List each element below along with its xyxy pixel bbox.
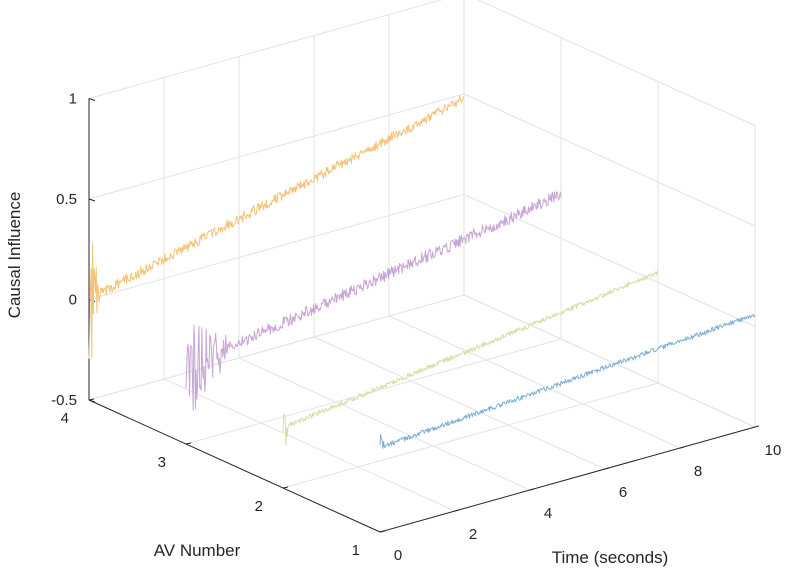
z-tick-mark — [88, 98, 96, 101]
y-tick-mark — [282, 486, 289, 489]
series-line-av-3 — [185, 191, 562, 411]
back-wall-grid-line — [88, 194, 465, 300]
y-tick-mark — [185, 442, 192, 445]
y-axis-line — [88, 399, 381, 533]
series-line-av-1 — [379, 314, 756, 449]
y-axis-label: AV Number — [154, 541, 241, 560]
floor-grid-line — [282, 382, 659, 489]
z-tick-label: 1 — [69, 91, 77, 108]
y-tick-label: 1 — [352, 542, 360, 559]
y-tick-mark — [379, 530, 386, 533]
floor-grid-line — [238, 357, 531, 491]
y-tick-label: 3 — [158, 454, 166, 471]
floor-grid-line — [388, 315, 681, 449]
x-tick-mark — [454, 509, 460, 512]
z-tick-label: -0.5 — [51, 392, 77, 409]
z-tick-label: 0.5 — [56, 191, 77, 208]
back-wall-grid-line — [88, 93, 465, 200]
x-tick-mark — [754, 425, 760, 428]
y-tick-label: 2 — [255, 498, 263, 515]
x-tick-mark — [679, 446, 685, 449]
side-wall-grid-line — [463, 93, 756, 227]
back-wall-grid-line — [88, 294, 465, 401]
z-tick-mark — [88, 198, 96, 202]
x-tick-label: 10 — [765, 442, 782, 459]
grid-lines — [88, 0, 756, 533]
data-series — [88, 95, 756, 449]
z-axis-label: Causal Influence — [5, 192, 24, 319]
z-tick-mark — [88, 399, 96, 403]
z-tick-label: 0 — [69, 292, 77, 309]
floor-grid-line — [163, 378, 456, 512]
back-wall-grid-line — [88, 0, 443, 99]
x-tick-label: 2 — [469, 526, 477, 543]
x-tick-label: 8 — [694, 463, 702, 480]
x-axis-line — [379, 426, 756, 533]
series-line-av-4 — [88, 95, 465, 359]
x-tick-label: 4 — [544, 505, 552, 522]
x-tick-label: 6 — [619, 484, 627, 501]
series-line-av-2 — [282, 270, 659, 446]
y-tick-label: 4 — [61, 410, 69, 427]
x-axis-label: Time (seconds) — [552, 548, 669, 567]
x-tick-mark — [604, 467, 610, 470]
floor-grid-line — [313, 336, 606, 470]
x-tick-mark — [529, 488, 535, 491]
side-wall-grid-line — [477, 0, 756, 126]
side-wall-grid-line — [463, 194, 756, 327]
x-tick-label: 0 — [394, 547, 402, 564]
side-wall-grid-line — [463, 294, 756, 428]
